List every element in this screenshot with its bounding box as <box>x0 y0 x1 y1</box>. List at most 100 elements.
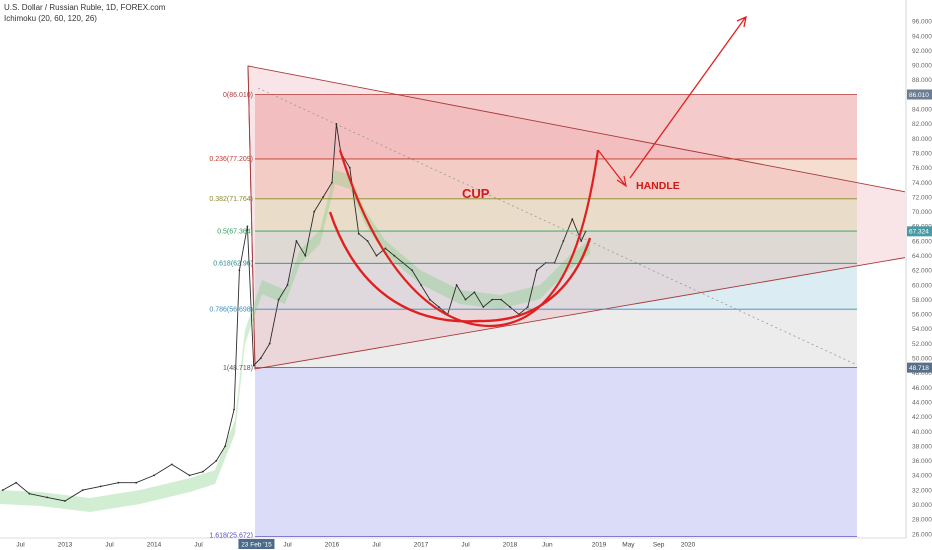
price-point <box>500 298 502 301</box>
triangle-left-edge <box>247 65 256 370</box>
y-tick-label: 26.000 <box>912 531 932 538</box>
price-point <box>28 492 31 495</box>
x-tick-label: 2019 <box>592 542 607 549</box>
fib-level-label: 0(86.010) <box>223 92 253 99</box>
price-point <box>304 254 307 257</box>
price-point <box>188 474 191 477</box>
y-tick-label: 30.000 <box>912 502 932 509</box>
price-point <box>252 364 255 367</box>
price-point <box>233 408 236 411</box>
y-tick-label: 94.000 <box>912 33 932 40</box>
price-point <box>295 240 298 242</box>
fib-zone <box>255 309 857 368</box>
y-tick-label: 64.000 <box>912 253 932 260</box>
price-point <box>46 496 49 499</box>
price-point <box>286 284 289 286</box>
price-point <box>202 470 204 473</box>
x-tick-label: 2016 <box>325 542 340 549</box>
breakout-arrow <box>629 17 746 179</box>
x-tick-label: 2014 <box>147 542 162 549</box>
y-tick-label: 88.000 <box>912 77 932 84</box>
price-point <box>535 269 538 272</box>
price-point <box>215 459 218 462</box>
y-tick-label: 84.000 <box>912 107 932 114</box>
price-point <box>322 196 324 199</box>
price-point <box>491 298 494 301</box>
price-point <box>455 284 458 286</box>
y-tick-label: 44.000 <box>912 399 932 406</box>
y-tick-label: 46.000 <box>912 385 932 392</box>
price-point <box>509 306 511 308</box>
y-tick-label: 28.000 <box>912 517 932 524</box>
y-tick-label: 40.000 <box>912 429 932 436</box>
y-tick-label: 92.000 <box>912 48 932 55</box>
x-tick-label: 2018 <box>503 542 518 549</box>
price-point <box>153 474 155 477</box>
y-tick-label: 58.000 <box>912 297 932 304</box>
y-tick-label: 48.000 <box>912 370 932 377</box>
price-point <box>268 342 271 345</box>
price-point <box>562 240 565 242</box>
price-point <box>348 166 351 169</box>
cup-label: CUP <box>462 186 490 201</box>
y-tick-label: 80.000 <box>912 136 932 143</box>
price-point <box>526 306 529 308</box>
x-tick-label: Jul <box>461 542 470 549</box>
price-point <box>99 485 102 488</box>
x-tick-label: 2020 <box>681 542 696 549</box>
price-point <box>464 298 467 301</box>
price-point <box>473 291 476 294</box>
price-point <box>482 306 485 308</box>
price-point <box>117 481 120 484</box>
fib-level-label: 0.382(71.764) <box>209 196 253 203</box>
y-tick-label: 38.000 <box>912 443 932 450</box>
price-point <box>135 481 138 484</box>
price-point <box>420 284 422 286</box>
x-tick-label: Jul <box>105 542 114 549</box>
y-tick-label: 52.000 <box>912 341 932 348</box>
price-point <box>366 240 369 242</box>
y-tick-label: 96.000 <box>912 19 932 26</box>
date-cursor-badge <box>238 539 275 549</box>
fib-zone <box>255 198 857 232</box>
y-tick-label: 56.000 <box>912 312 932 319</box>
time-axis-bg <box>0 538 932 550</box>
price-point <box>313 210 316 213</box>
y-tick-label: 70.000 <box>912 209 932 216</box>
x-tick-label: Jul <box>16 542 25 549</box>
x-tick-label: Jul <box>283 542 292 549</box>
fib-level-label: 0.786(56.698) <box>209 306 253 313</box>
y-tick-label: 90.000 <box>912 63 932 70</box>
y-tick-label: 74.000 <box>912 180 932 187</box>
price-badge-label: 67.324 <box>909 229 929 236</box>
price-badge-label: 48.718 <box>909 365 929 372</box>
x-tick-label: Sep <box>653 542 665 549</box>
price-point <box>335 123 338 125</box>
price-point <box>331 181 333 184</box>
fib-level-label: 0.618(62.96) <box>213 261 253 268</box>
price-point <box>277 298 280 301</box>
cup-curve-inner <box>328 211 592 323</box>
fib-level-label: 0.5(67.364) <box>217 228 253 235</box>
x-tick-label: 2017 <box>414 542 429 549</box>
price-point <box>64 500 66 502</box>
x-tick-label: Jun <box>542 542 553 549</box>
price-point <box>259 357 262 360</box>
y-tick-label: 50.000 <box>912 356 932 363</box>
fib-zone <box>255 231 857 264</box>
fib-zone <box>255 367 857 537</box>
y-tick-label: 42.000 <box>912 414 932 421</box>
price-point <box>15 481 17 484</box>
breakout-arrowhead <box>736 15 747 28</box>
y-tick-label: 82.000 <box>912 121 932 128</box>
price-point <box>238 269 241 272</box>
price-point <box>429 298 431 301</box>
price-point <box>580 240 583 242</box>
fib-zone <box>255 94 857 159</box>
price-point <box>384 247 387 250</box>
price-badge <box>907 362 932 373</box>
y-tick-label: 62.000 <box>912 268 932 275</box>
price-badge <box>907 226 932 237</box>
